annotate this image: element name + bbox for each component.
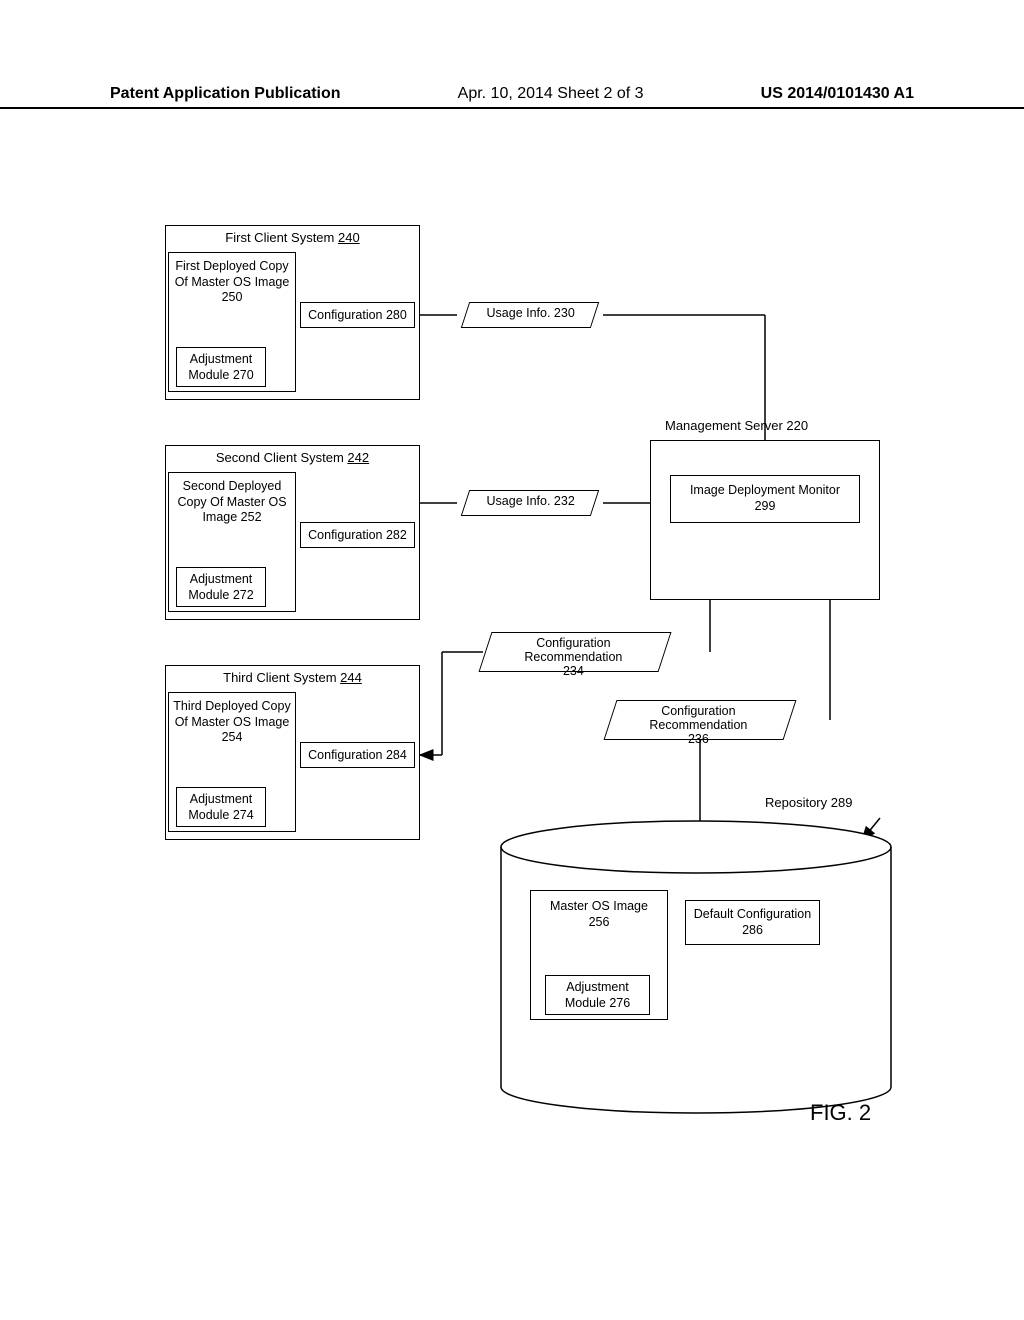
management-server-title: Management Server 220 — [665, 418, 808, 433]
client2-config: Configuration 282 — [300, 522, 415, 548]
header-right: US 2014/0101430 A1 — [761, 85, 914, 103]
system-diagram: First Client System 240First Deployed Co… — [110, 200, 910, 1130]
default-configuration: Default Configuration 286 — [685, 900, 820, 945]
config-recommendation-234: Configuration Recommendation234 — [479, 632, 672, 672]
client2-adjust: Adjustment Module 272 — [176, 567, 266, 607]
config-recommendation-236: Configuration Recommendation236 — [604, 700, 797, 740]
header-mid: Apr. 10, 2014 Sheet 2 of 3 — [458, 85, 644, 103]
repository-label: Repository 289 — [765, 795, 852, 810]
master-adjust-module: Adjustment Module 276 — [545, 975, 650, 1015]
usage-info-232: Usage Info. 232 — [461, 490, 599, 516]
client1-adjust: Adjustment Module 270 — [176, 347, 266, 387]
header-left: Patent Application Publication — [110, 85, 341, 103]
figure-label: FIG. 2 — [810, 1100, 871, 1126]
image-deployment-monitor: Image Deployment Monitor299 — [670, 475, 860, 523]
usage-info-230: Usage Info. 230 — [461, 302, 599, 328]
client3-config: Configuration 284 — [300, 742, 415, 768]
page-header: Patent Application Publication Apr. 10, … — [0, 85, 1024, 109]
client1-config: Configuration 280 — [300, 302, 415, 328]
client3-adjust: Adjustment Module 274 — [176, 787, 266, 827]
